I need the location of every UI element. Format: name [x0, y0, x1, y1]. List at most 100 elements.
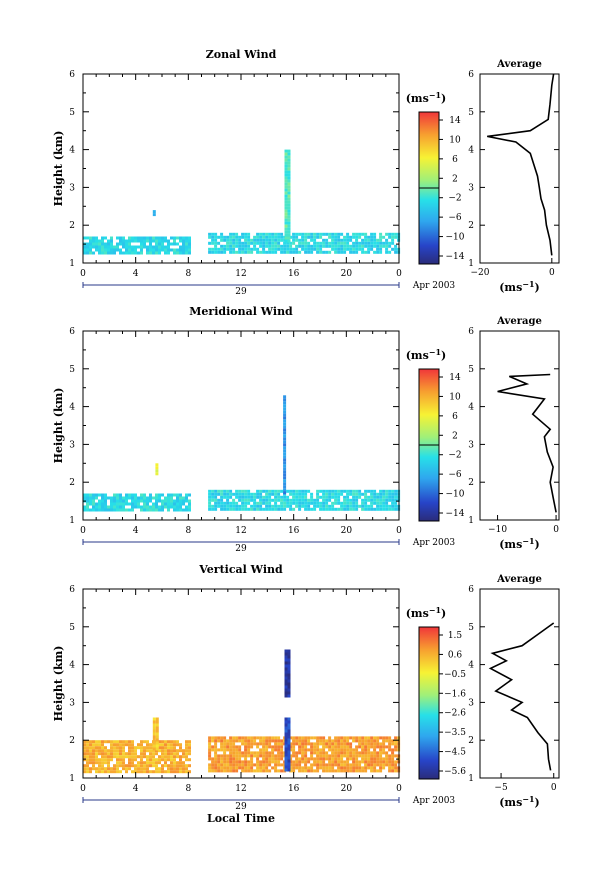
heatmap-cell [316, 235, 320, 239]
heatmap-cell [107, 767, 110, 771]
heatmap-cell [232, 507, 236, 511]
heatmap-cell [319, 751, 323, 755]
heatmap-cell [307, 736, 311, 740]
heatmap-cell [287, 176, 291, 180]
heatmap-cell [125, 743, 128, 747]
heatmap-cell [352, 736, 356, 740]
heatmap-cell [95, 755, 98, 759]
heatmap-cell [265, 235, 269, 239]
heatmap-cell [211, 766, 215, 770]
heatmap-cell [274, 235, 278, 239]
heatmap-cell [256, 232, 260, 236]
heatmap-cell [86, 496, 89, 500]
heatmap-cell [355, 754, 359, 758]
heatmap-cell [265, 751, 269, 755]
heatmap-cell [179, 502, 182, 506]
heatmap-cell [229, 250, 233, 254]
heatmap-cell [244, 250, 248, 254]
heatmap-cell [232, 769, 236, 773]
heatmap-cell [128, 502, 131, 506]
heatmap-cell [289, 504, 293, 508]
heatmap-cell [283, 241, 287, 245]
heatmap-cell [373, 241, 377, 245]
heatmap-cell [262, 232, 266, 236]
heatmap-cell [104, 758, 107, 762]
heatmap-cell [287, 738, 291, 742]
heatmap-cell [244, 751, 248, 755]
heatmap-cell [155, 744, 159, 748]
heatmap-cell [316, 766, 320, 770]
heatmap-cell [214, 504, 218, 508]
heatmap-cell [284, 717, 288, 721]
heatmap-cell [113, 764, 116, 768]
heatmap-cell [265, 742, 269, 746]
colorbar-tick-label: −10 [446, 490, 465, 500]
heatmap-cell [232, 492, 236, 496]
heatmap-cell [125, 755, 128, 759]
heatmap-cell [373, 751, 377, 755]
heatmap-cell [322, 238, 326, 242]
heatmap-cell [265, 766, 269, 770]
heatmap-cell [217, 769, 221, 773]
heatmap-cell [214, 247, 218, 251]
heatmap-cell [328, 736, 332, 740]
heatmap-cell [146, 496, 149, 500]
heatmap-cell [250, 745, 254, 749]
heatmap-cell [250, 241, 254, 245]
heatmap-cell [170, 248, 173, 252]
heatmap-cell [284, 218, 288, 222]
heatmap-cell [101, 758, 104, 762]
heatmap-cell [394, 232, 398, 236]
average-y-tick-label: 4 [468, 146, 474, 156]
heatmap-cell [346, 504, 350, 508]
heatmap-cell [110, 502, 113, 506]
heatmap-cell [217, 247, 221, 251]
heatmap-cell [152, 251, 155, 255]
heatmap-cell [188, 248, 191, 252]
heatmap-cell [337, 751, 341, 755]
heatmap-cell [155, 717, 159, 721]
heatmap-cell [229, 739, 233, 743]
heatmap-cell [140, 505, 143, 509]
heatmap-cell [331, 247, 335, 251]
heatmap-cell [301, 766, 305, 770]
heatmap-cell [128, 251, 131, 255]
heatmap-cell [355, 247, 359, 251]
heatmap-cell [346, 763, 350, 767]
heatmap-cell [253, 498, 257, 502]
heatmap-cell [289, 235, 293, 239]
heatmap-cell [149, 496, 152, 500]
heatmap-cell [116, 764, 119, 768]
heatmap-cell [89, 758, 92, 762]
heatmap-cell [143, 242, 146, 246]
heatmap-cell [226, 244, 230, 248]
heatmap-cell [331, 232, 335, 236]
heatmap-cell [235, 495, 239, 499]
heatmap-cell [316, 247, 320, 251]
heatmap-cell [292, 238, 296, 242]
heatmap-cell [292, 507, 296, 511]
heatmap-cell [304, 745, 308, 749]
heatmap-cell [283, 428, 287, 432]
heatmap-cell [343, 235, 347, 239]
heatmap-cell [385, 739, 389, 743]
heatmap-cell [95, 758, 98, 762]
heatmap-cell [223, 504, 227, 508]
heatmap-cell [355, 748, 359, 752]
heatmap-cell [214, 766, 218, 770]
heatmap-cell [170, 496, 173, 500]
heatmap-cell [391, 495, 395, 499]
heatmap-cell [167, 746, 170, 750]
heatmap-cell [232, 751, 236, 755]
heatmap-cell [122, 245, 125, 249]
heatmap-cell [367, 250, 371, 254]
average-frame [479, 588, 560, 779]
heatmap-cell [364, 507, 368, 511]
heatmap-cell [287, 658, 291, 662]
heatmap-cell [259, 495, 263, 499]
heatmap-cell [247, 238, 251, 242]
heatmap-cell [322, 736, 326, 740]
heatmap-cell [394, 754, 398, 758]
heatmap-cell [211, 763, 215, 767]
